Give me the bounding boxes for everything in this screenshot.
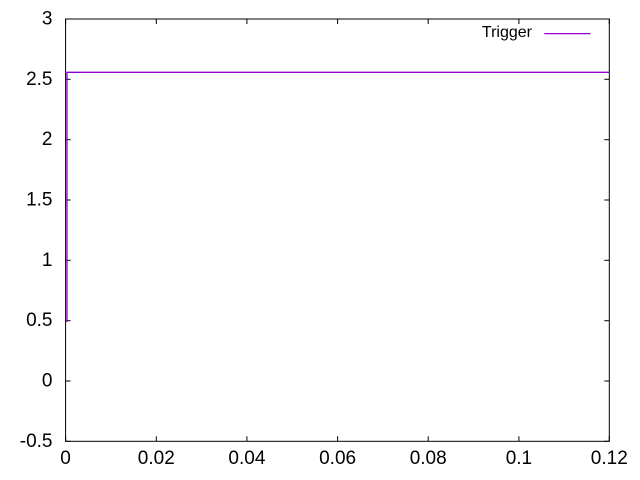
svg-text:0.12: 0.12 xyxy=(591,448,628,469)
svg-text:0: 0 xyxy=(42,371,53,392)
svg-text:0.08: 0.08 xyxy=(410,448,447,469)
svg-text:0.5: 0.5 xyxy=(26,310,52,331)
svg-text:3: 3 xyxy=(42,9,53,30)
svg-text:0.06: 0.06 xyxy=(319,448,356,469)
svg-text:0.04: 0.04 xyxy=(228,448,265,469)
svg-text:-0.5: -0.5 xyxy=(20,431,53,452)
svg-text:Trigger: Trigger xyxy=(482,24,533,41)
svg-text:0.02: 0.02 xyxy=(138,448,175,469)
svg-text:0: 0 xyxy=(60,448,71,469)
svg-text:2.5: 2.5 xyxy=(26,69,52,90)
svg-text:1.5: 1.5 xyxy=(26,190,52,211)
svg-text:2: 2 xyxy=(42,129,53,150)
svg-text:0.1: 0.1 xyxy=(506,448,532,469)
svg-text:1: 1 xyxy=(42,250,53,271)
